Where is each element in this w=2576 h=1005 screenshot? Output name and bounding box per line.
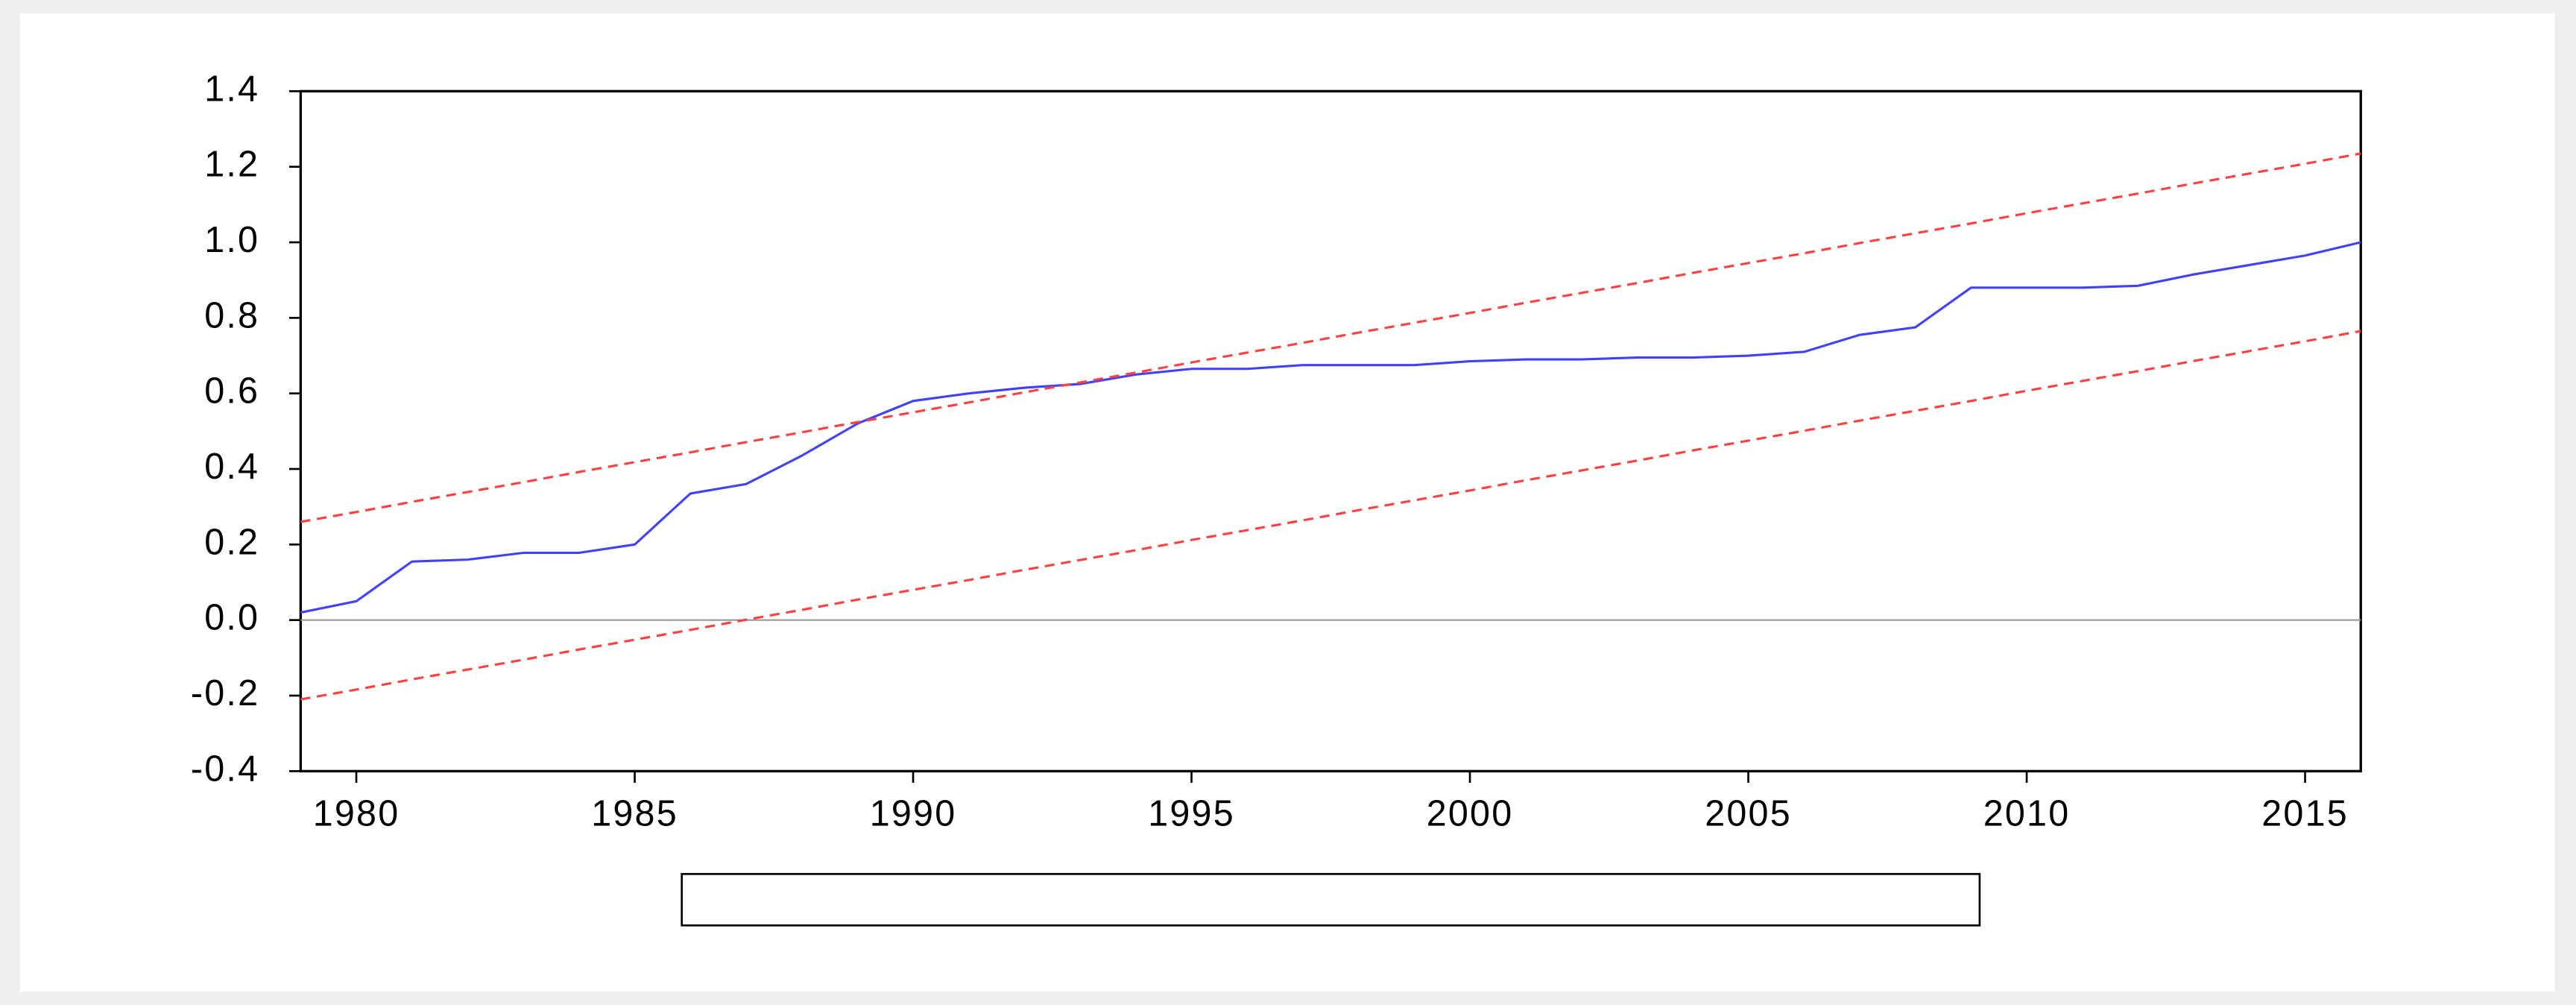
y-tick-label: 1.0 <box>204 220 259 260</box>
y-tick-label: 1.4 <box>204 69 259 109</box>
legend <box>681 872 1981 927</box>
x-tick-label: 1990 <box>870 793 957 834</box>
x-tick-label: 1980 <box>313 793 400 834</box>
series-line <box>300 330 2361 701</box>
y-tick-label: 0.2 <box>204 522 259 562</box>
x-tick-label: 2005 <box>1705 793 1792 834</box>
x-tick-label: 2015 <box>2261 793 2349 834</box>
y-tick-label: 0.4 <box>204 447 259 487</box>
series-line <box>300 152 2361 523</box>
x-tick-label: 1995 <box>1148 793 1235 834</box>
y-tick-label: -0.4 <box>191 749 259 789</box>
x-tick-label: 2000 <box>1427 793 1514 834</box>
y-tick-label: 0.0 <box>204 597 259 637</box>
y-tick-label: 0.8 <box>204 295 259 335</box>
plot-area <box>299 89 2362 773</box>
y-tick-label: 1.2 <box>204 144 259 184</box>
y-tick-label: -0.2 <box>191 673 259 713</box>
x-tick-label: 2010 <box>1983 793 2071 834</box>
series-line <box>300 241 2361 614</box>
x-tick-label: 1985 <box>591 793 678 834</box>
y-tick-label: 0.6 <box>204 371 259 411</box>
